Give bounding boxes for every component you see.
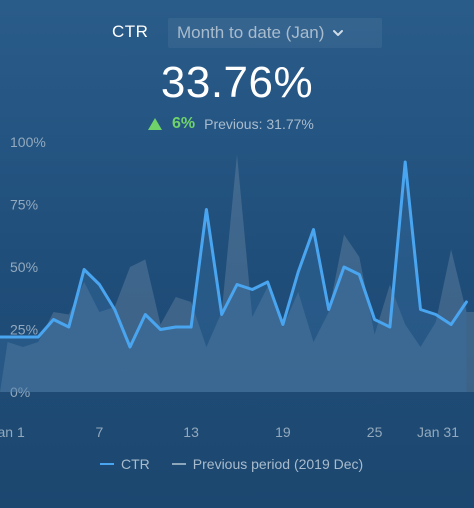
ctr-point[interactable] [246,284,258,296]
ctr-point[interactable] [63,321,75,333]
x-tick-label: Jan 31 [417,424,459,440]
x-tick-label: 25 [367,424,383,440]
ctr-point[interactable] [139,309,151,321]
ctr-point[interactable] [308,224,320,236]
y-tick-label: 50% [10,259,38,275]
y-tick-label: 0% [10,384,30,400]
ctr-point[interactable] [415,304,427,316]
ctr-area [0,162,467,392]
ctr-point[interactable] [231,279,243,291]
x-tick-label: 7 [96,424,104,440]
x-tick-label: 19 [275,424,291,440]
ctr-point[interactable] [170,321,182,333]
metric-title: CTR [112,22,149,41]
triangle-up-icon [148,118,162,130]
period-label: Month to date (Jan) [177,23,325,42]
ctr-point[interactable] [93,279,105,291]
ctr-point[interactable] [384,321,396,333]
ctr-point[interactable] [185,321,197,333]
legend-label-previous: Previous period (2019 Dec) [192,456,364,472]
y-tick-label: 75% [10,197,38,213]
kpi-value: 33.76% [160,58,314,107]
delta-value: 6% [172,115,196,132]
ctr-point[interactable] [262,276,274,288]
ctr-point[interactable] [2,331,14,343]
legend: CTR Previous period (2019 Dec) [100,454,385,474]
legend-swatch-previous [171,463,186,465]
legend-label-ctr: CTR [121,456,150,472]
ctr-point[interactable] [430,309,442,321]
ctr-point[interactable] [17,331,29,343]
ctr-point[interactable] [338,261,350,273]
previous-period-area [0,154,474,392]
ctr-line [0,160,468,349]
ctr-point[interactable] [32,331,44,343]
ctr-point[interactable] [78,264,90,276]
ctr-point[interactable] [155,324,167,336]
delta-row: 6% Previous: 31.77% [148,114,314,134]
ctr-point[interactable] [200,204,212,216]
legend-item-previous[interactable]: Previous period (2019 Dec) [171,456,364,472]
ctr-point[interactable] [460,296,472,308]
ctr-point[interactable] [292,266,304,278]
ctr-point[interactable] [216,309,228,321]
ctr-point[interactable] [369,314,381,326]
legend-item-ctr[interactable]: CTR [100,456,150,472]
ctr-point[interactable] [48,314,60,326]
ctr-point[interactable] [445,319,457,331]
ctr-point[interactable] [353,269,365,281]
ctr-point[interactable] [277,319,289,331]
y-tick-label: 25% [10,322,38,338]
ctr-point[interactable] [399,156,411,168]
previous-value: Previous: 31.77% [204,116,314,132]
x-tick-label: Jan 1 [0,424,25,440]
period-dropdown[interactable]: Month to date (Jan) [168,18,382,48]
legend-swatch-ctr [100,463,114,465]
y-tick-label: 100% [10,134,46,150]
x-tick-label: 13 [183,424,199,440]
ctr-point[interactable] [109,304,121,316]
header: CTR Month to date (Jan) [0,18,474,48]
ctr-point[interactable] [323,304,335,316]
chevron-down-icon [333,30,344,36]
ctr-point[interactable] [124,341,136,353]
